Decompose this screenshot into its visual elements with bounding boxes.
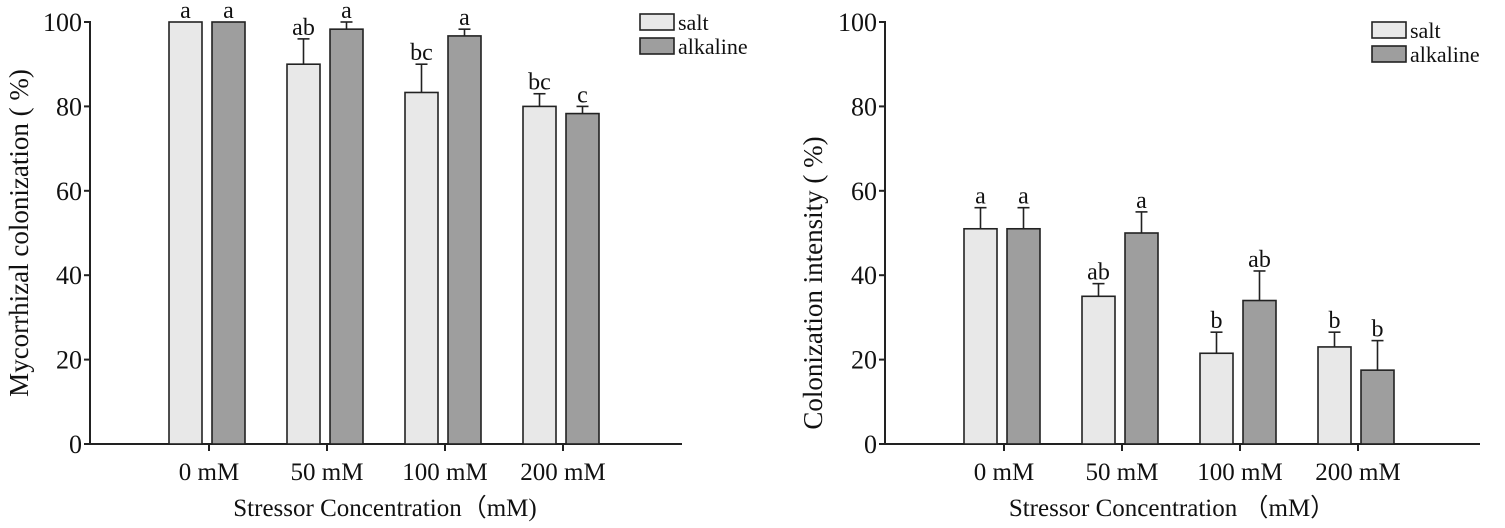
bar-salt: [404, 91, 439, 445]
legend-label-salt: salt: [678, 10, 709, 35]
x-axis-title: Stressor Concentration （mM）: [1009, 494, 1335, 522]
legend-swatch-salt: [1371, 21, 1407, 39]
bar-alkaline: [1360, 369, 1395, 445]
y-tick-label: 100: [838, 8, 877, 37]
legend-label-salt: salt: [1410, 18, 1441, 43]
y-tick-label: 40: [56, 261, 82, 290]
bar-salt: [963, 227, 998, 445]
legend-swatch-alkaline: [639, 37, 675, 55]
y-axis-title: Mycorrhizal colonization ( %): [4, 69, 34, 397]
x-tick-label: 50 mM: [1086, 459, 1159, 486]
y-tick-label: 20: [56, 346, 82, 375]
x-tick-label: 0 mM: [179, 459, 239, 486]
y-tick-label: 20: [851, 346, 877, 375]
bar-alkaline: [329, 28, 364, 445]
x-tick-label: 100 mM: [402, 459, 487, 486]
y-tick-label: 80: [56, 92, 82, 121]
significance-letter: a: [180, 0, 191, 24]
legend-label-alkaline: alkaline: [678, 34, 748, 59]
significance-letter: a: [1018, 184, 1029, 210]
bar-alkaline: [1124, 232, 1159, 445]
significance-letter: bc: [528, 70, 551, 96]
bar-salt: [168, 21, 203, 445]
significance-letter: ab: [1248, 247, 1271, 273]
bar-salt: [286, 63, 321, 445]
x-tick-label: 50 mM: [291, 459, 364, 486]
chart-1: 0 20 40 60 80 100 0 mM 50 mM 100 mM 200 mM a ab bc bc…: [4, 0, 748, 522]
bar-alkaline: [447, 35, 482, 445]
significance-letter: a: [459, 5, 470, 31]
y-tick-label: 100: [43, 8, 82, 37]
significance-letter: a: [975, 184, 986, 210]
x-tick-label: 0 mM: [974, 459, 1034, 486]
x-tick-label: 200 mM: [520, 459, 605, 486]
significance-letter: c: [577, 82, 588, 108]
significance-letter: a: [341, 0, 352, 24]
significance-letter: bc: [410, 40, 433, 66]
bar-salt: [1317, 346, 1352, 445]
bar-salt: [522, 105, 557, 445]
bar-alkaline: [1242, 299, 1277, 445]
y-tick-label: 0: [864, 430, 877, 459]
x-tick-label: 200 mM: [1315, 459, 1400, 486]
significance-letter: b: [1372, 317, 1384, 343]
legend-swatch-alkaline: [1371, 45, 1407, 63]
significance-letter: b: [1329, 308, 1341, 334]
bar-salt: [1081, 295, 1116, 445]
y-tick-label: 60: [851, 177, 877, 206]
significance-letter: a: [1136, 188, 1147, 214]
bar-salt: [1199, 352, 1234, 445]
y-axis-title: Colonization intensity ( %): [798, 136, 828, 429]
y-tick-label: 80: [851, 92, 877, 121]
significance-letter: a: [223, 0, 234, 24]
bar-alkaline: [1006, 227, 1041, 445]
y-tick-label: 60: [56, 177, 82, 206]
bar-alkaline: [565, 112, 600, 445]
x-axis-title: Stressor Concentration（mM): [233, 494, 536, 522]
y-tick-label: 0: [69, 430, 82, 459]
legend-swatch-salt: [639, 13, 675, 31]
legend-label-alkaline: alkaline: [1410, 42, 1480, 67]
significance-letter: ab: [1087, 260, 1110, 286]
y-tick-label: 40: [851, 261, 877, 290]
significance-letter: ab: [292, 15, 315, 41]
x-tick-label: 100 mM: [1197, 459, 1282, 486]
bar-alkaline: [211, 21, 246, 445]
significance-letter: b: [1211, 308, 1223, 334]
